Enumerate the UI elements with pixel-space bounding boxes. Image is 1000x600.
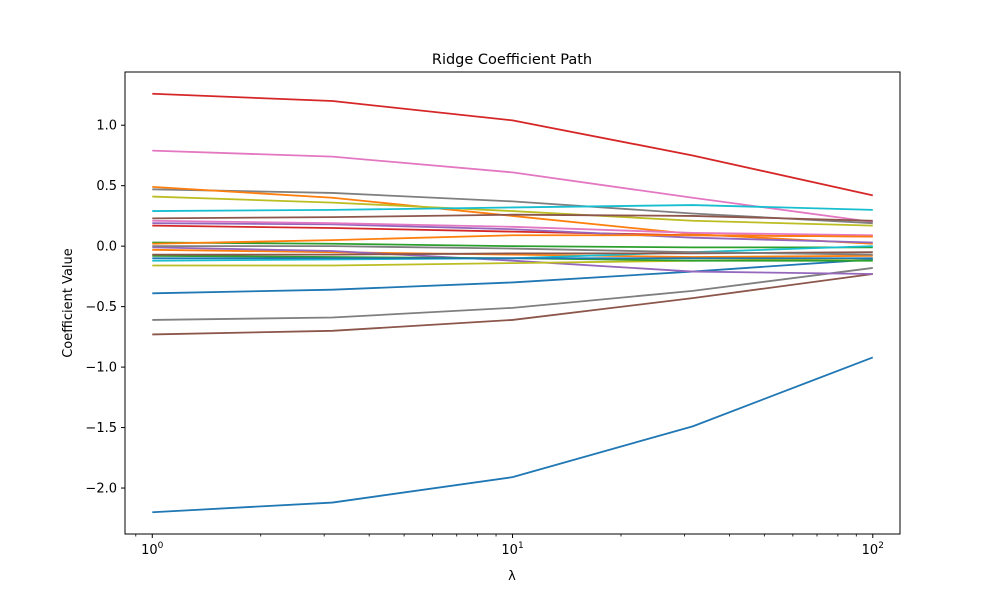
- series-line-2: [152, 92, 873, 197]
- y-tick-label: −1.5: [85, 421, 117, 436]
- chart-title: Ridge Coefficient Path: [432, 52, 592, 68]
- series-line-5: [152, 267, 873, 321]
- series-line-4: [152, 273, 873, 336]
- series-line-14: [152, 219, 873, 237]
- y-tick-label: −2.0: [85, 482, 117, 497]
- series-line-10: [152, 204, 873, 212]
- series-line-9: [152, 195, 873, 227]
- y-tick-label: −0.5: [85, 300, 117, 315]
- y-tick-label: −1.0: [85, 361, 117, 376]
- series-line-16: [152, 234, 873, 245]
- series-line-11: [152, 213, 873, 222]
- y-tick-label: 0.0: [96, 240, 117, 255]
- series-line-17: [152, 248, 873, 258]
- series-line-13: [152, 222, 873, 244]
- series-line-8: [152, 186, 873, 245]
- series-layer: [152, 92, 874, 514]
- series-line-1: [152, 356, 874, 514]
- x-axis-label: λ: [508, 569, 516, 584]
- series-line-15: [152, 241, 873, 249]
- series-line-6: [152, 258, 873, 295]
- series-line-18: [152, 246, 873, 275]
- y-tick-label: 1.0: [96, 119, 117, 134]
- series-line-24: [152, 245, 873, 256]
- y-tick-label: 0.5: [96, 179, 117, 194]
- y-axis-label: Coefficient Value: [61, 248, 76, 358]
